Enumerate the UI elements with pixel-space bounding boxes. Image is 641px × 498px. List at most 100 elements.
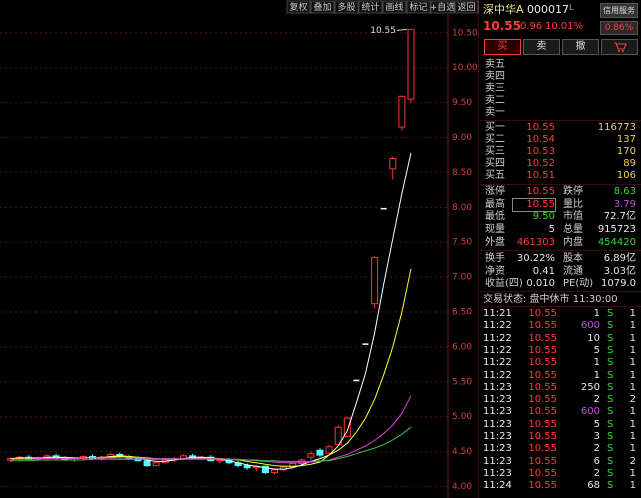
trade-count: 1: [629, 431, 636, 442]
stat-value: 3.79: [613, 198, 636, 210]
trade-button[interactable]: 卖: [523, 39, 560, 55]
bid-price: 10.52: [526, 158, 555, 169]
stat-value: 8.63: [613, 186, 636, 197]
ask-label: 卖五: [485, 59, 505, 70]
cart-button[interactable]: [601, 39, 638, 55]
trade-volume: 3: [593, 431, 600, 442]
trade-count: 2: [629, 394, 636, 406]
fundamental-value: 1079.0: [601, 278, 636, 290]
trade-count: 1: [629, 320, 636, 332]
stat-label: 总量: [563, 224, 583, 236]
price-flag-label: 10.55: [370, 26, 396, 36]
toolbar-label: 返回: [457, 1, 475, 13]
trade-side: S: [607, 320, 614, 332]
stat-label: 最高: [485, 198, 505, 210]
bid-price: 10.51: [526, 170, 555, 181]
y-tick-label: 6.50: [452, 308, 472, 318]
trade-side: S: [607, 406, 614, 418]
trade-time: 11:23: [483, 418, 512, 430]
toolbar-button[interactable]: [406, 0, 431, 14]
stock-tag: L: [569, 3, 574, 12]
stat-value: 915723: [597, 224, 636, 236]
toolbar-label: 画线: [385, 1, 403, 13]
cart-icon: [613, 42, 627, 52]
trade-side: S: [607, 381, 614, 393]
service-button[interactable]: 信用服务: [600, 3, 638, 18]
trade-side: S: [607, 455, 614, 467]
toolbar-label: 叠加: [313, 2, 331, 13]
trade-price: 10.55: [528, 308, 557, 319]
ma-line: [10, 268, 412, 467]
trade-side: S: [607, 308, 614, 319]
trade-time: 11:23: [483, 455, 512, 467]
service-value: 0.86%: [600, 21, 638, 35]
trade-volume: 2: [593, 443, 600, 455]
fundamental-label: 流通: [563, 265, 583, 277]
trade-volume: 10: [587, 332, 600, 344]
trade-price: 10.55: [528, 357, 557, 369]
toolbar-button[interactable]: [286, 0, 311, 14]
stat-value: 10.55: [512, 197, 556, 212]
stat-label: 涨停: [485, 186, 505, 197]
y-tick-label: 5.50: [452, 377, 472, 387]
toolbar-button[interactable]: [430, 0, 455, 14]
trade-side: S: [607, 394, 614, 406]
trade-price: 10.55: [528, 418, 557, 430]
bid-price: 10.55: [526, 122, 555, 133]
trade-side: S: [607, 332, 614, 344]
toolbar-button[interactable]: [358, 0, 383, 14]
trade-volume: 1: [593, 308, 600, 319]
trade-volume: 2: [593, 394, 600, 406]
trade-count: 1: [629, 381, 636, 393]
candle-body: [407, 28, 415, 100]
trade-count: 1: [629, 344, 636, 356]
trade-button[interactable]: 撤: [562, 39, 599, 55]
stat-label: 内盘: [563, 236, 583, 248]
candle-body: [334, 426, 342, 446]
bid-volume: 116773: [597, 122, 636, 133]
trade-time: 11:24: [483, 480, 512, 492]
bid-label: 买一: [485, 122, 505, 133]
trade-volume: 600: [580, 406, 600, 418]
stat-value: 461303: [516, 236, 555, 248]
candle-body: [343, 417, 351, 437]
trade-count: 1: [629, 418, 636, 430]
trade-time: 11:22: [483, 344, 512, 356]
bid-price: 10.53: [526, 146, 555, 157]
candle-body: [271, 469, 278, 474]
trade-count: 1: [629, 332, 636, 344]
trade-time: 11:21: [483, 308, 512, 319]
trade-side: S: [607, 418, 614, 430]
trade-button[interactable]: 买: [484, 39, 521, 55]
trade-volume: 6: [593, 455, 600, 467]
bid-volume: 89: [623, 158, 636, 169]
toolbar-button[interactable]: [382, 0, 407, 14]
fundamental-value: 30.22%: [516, 253, 555, 264]
trade-volume: 1: [593, 357, 600, 369]
bid-volume: 106: [616, 170, 636, 181]
y-tick-label: 9.50: [452, 98, 472, 108]
toolbar-label: 标记: [409, 1, 427, 13]
toolbar-button[interactable]: [454, 0, 479, 14]
candle-body: [152, 462, 160, 467]
toolbar-button[interactable]: [310, 0, 335, 14]
trade-side: S: [607, 369, 614, 381]
trade-time: 11:22: [483, 320, 512, 332]
trade-volume: 1: [593, 369, 600, 381]
trade-side: S: [607, 467, 614, 479]
candle-body: [307, 453, 315, 458]
toolbar-button[interactable]: [334, 0, 359, 14]
separator: [480, 120, 641, 121]
trade-count: 1: [629, 308, 636, 319]
stat-value: 72.7亿: [603, 211, 636, 223]
ask-label: 卖三: [485, 83, 505, 94]
trade-count: 1: [629, 369, 636, 381]
price-flag-arrow: [396, 28, 408, 31]
candle-body: [289, 462, 297, 468]
ask-label: 卖四: [485, 71, 505, 82]
trade-time: 11:23: [483, 394, 512, 406]
candle-body: [243, 465, 251, 469]
separator: [480, 184, 641, 185]
fundamental-value: 0.010: [526, 278, 555, 290]
trade-count: 1: [629, 357, 636, 369]
